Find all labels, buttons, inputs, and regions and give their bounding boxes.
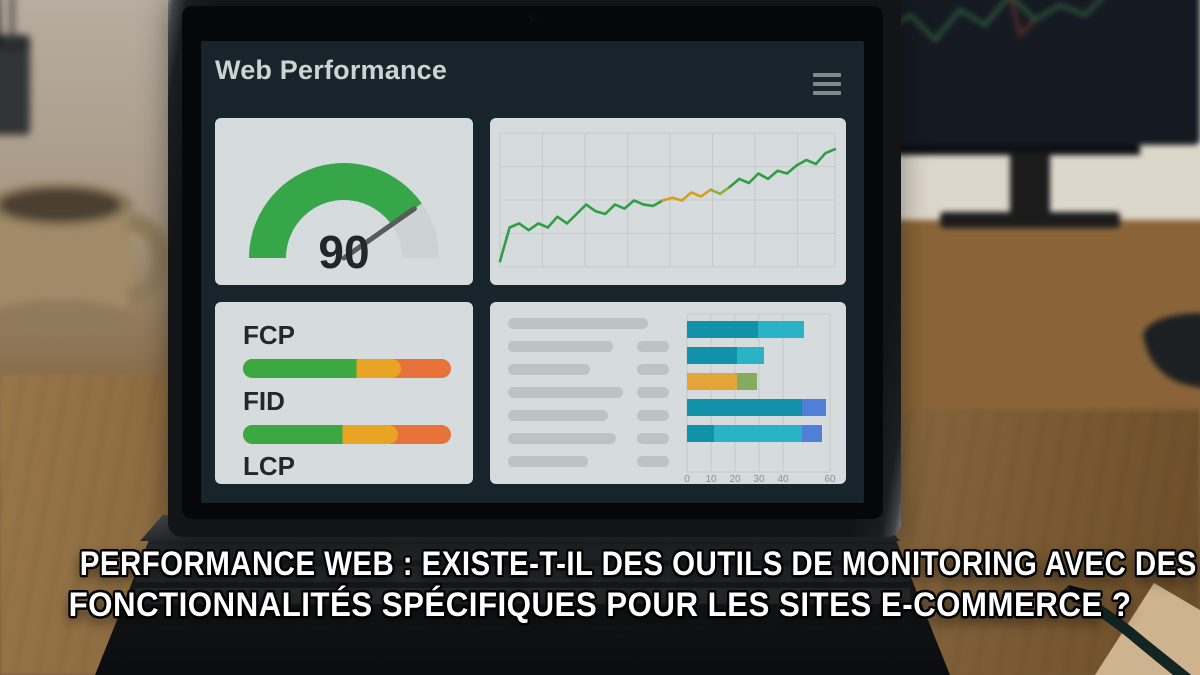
svg-text:LCP: LCP <box>243 451 295 481</box>
svg-text:30: 30 <box>753 474 765 484</box>
svg-text:0: 0 <box>684 474 690 484</box>
svg-text:20: 20 <box>729 474 741 484</box>
svg-text:60: 60 <box>824 474 836 484</box>
svg-text:90: 90 <box>318 226 369 278</box>
svg-text:40: 40 <box>777 474 789 484</box>
svg-text:FCP: FCP <box>243 320 295 350</box>
svg-text:10: 10 <box>705 474 717 484</box>
svg-text:FID: FID <box>243 386 285 416</box>
